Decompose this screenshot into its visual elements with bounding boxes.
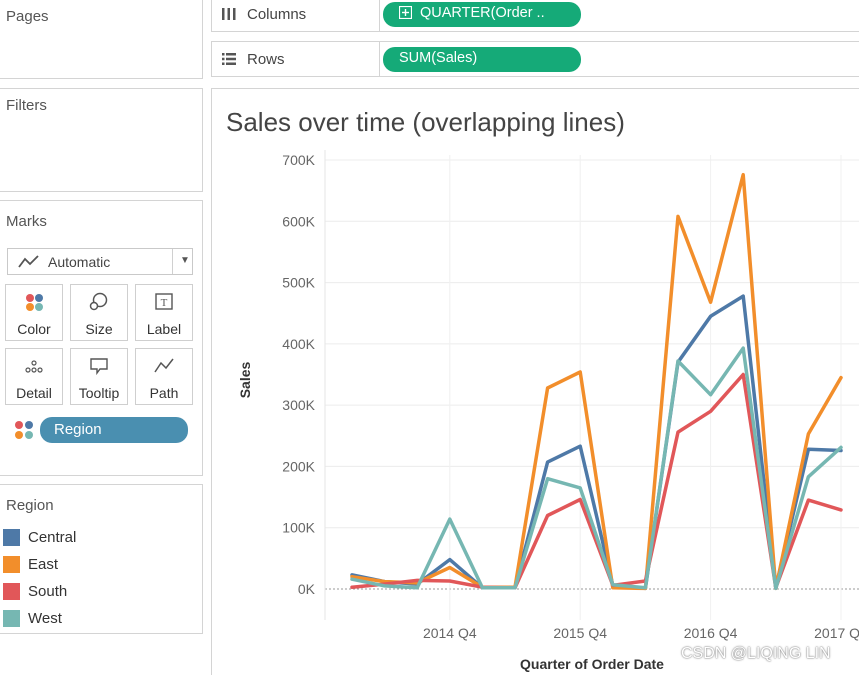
detail-icon xyxy=(6,356,62,376)
x-tick-label: 2017 Q4 xyxy=(814,625,859,641)
label-button-label: Label xyxy=(146,321,182,337)
columns-label: Columns xyxy=(247,6,307,23)
legend-swatch xyxy=(3,610,20,627)
x-tick-label: 2015 Q4 xyxy=(553,625,607,641)
chevron-down-icon[interactable]: ▼ xyxy=(180,255,190,266)
quarter-order-date-pill[interactable]: QUARTER(Order .. xyxy=(383,2,581,27)
legend-swatch xyxy=(3,583,20,600)
y-tick-label: 700K xyxy=(282,152,315,168)
color-button-label: Color xyxy=(17,321,51,337)
rows-separator xyxy=(379,42,380,76)
path-button[interactable]: Path xyxy=(135,348,193,405)
legend-title: Region xyxy=(6,497,54,514)
legend-label: South xyxy=(28,583,68,600)
color-button[interactable]: Color xyxy=(5,284,63,341)
columns-separator xyxy=(379,0,380,31)
x-tick-label: 2016 Q4 xyxy=(684,625,738,641)
rows-shelf[interactable]: Rows SUM(Sales) xyxy=(211,41,859,77)
size-button[interactable]: Size xyxy=(70,284,128,341)
legend-label: Central xyxy=(28,529,77,546)
series-line-east xyxy=(350,172,843,591)
rows-label: Rows xyxy=(247,51,285,68)
filters-card[interactable]: Filters xyxy=(0,88,203,192)
x-tick-label: 2014 Q4 xyxy=(423,625,477,641)
legend-label: West xyxy=(28,610,62,627)
y-tick-label: 200K xyxy=(282,458,315,474)
path-button-label: Path xyxy=(149,385,179,401)
sum-sales-pill-label: SUM(Sales) xyxy=(399,50,478,66)
chart-title: Sales over time (overlapping lines) xyxy=(226,107,625,137)
mark-type-separator xyxy=(172,249,173,274)
legend-swatch xyxy=(3,556,20,573)
color-dots-icon xyxy=(14,420,36,445)
columns-shelf[interactable]: Columns QUARTER(Order .. xyxy=(211,0,859,32)
plus-box-icon[interactable] xyxy=(398,5,413,23)
svg-text:T: T xyxy=(161,297,168,309)
y-tick-label: 0K xyxy=(298,581,316,597)
marks-title: Marks xyxy=(6,213,47,230)
series-line-central xyxy=(350,294,843,591)
rows-icon xyxy=(221,52,237,71)
y-axis-title: Sales xyxy=(237,361,253,398)
detail-button[interactable]: Detail xyxy=(5,348,63,405)
y-tick-label: 600K xyxy=(282,213,315,229)
pages-card[interactable]: Pages xyxy=(0,0,203,79)
legend-swatch xyxy=(3,529,20,546)
y-tick-label: 300K xyxy=(282,397,315,413)
region-color-pill[interactable]: Region xyxy=(40,417,188,443)
quarter-pill-label: QUARTER(Order .. xyxy=(420,5,545,21)
pages-title: Pages xyxy=(6,8,49,25)
legend-label: East xyxy=(28,556,59,573)
color-dots-icon xyxy=(6,292,62,312)
filters-title: Filters xyxy=(6,97,47,114)
series-line-west xyxy=(350,346,843,591)
tooltip-button[interactable]: Tooltip xyxy=(70,348,128,405)
size-button-label: Size xyxy=(85,321,113,337)
path-icon xyxy=(136,356,192,376)
size-icon xyxy=(71,292,127,312)
detail-button-label: Detail xyxy=(16,385,52,401)
y-tick-label: 100K xyxy=(282,520,315,536)
line-mark-icon xyxy=(18,254,40,275)
y-tick-label: 500K xyxy=(282,275,315,291)
columns-icon xyxy=(221,7,237,26)
x-axis-title: Quarter of Order Date xyxy=(520,656,664,672)
tooltip-button-label: Tooltip xyxy=(78,385,120,401)
label-icon: T xyxy=(136,292,192,312)
tooltip-icon xyxy=(71,356,127,376)
watermark: CSDN @LIQING LIN xyxy=(681,645,831,662)
sum-sales-pill[interactable]: SUM(Sales) xyxy=(383,47,581,72)
label-button[interactable]: T Label xyxy=(135,284,193,341)
y-tick-label: 400K xyxy=(282,336,315,352)
mark-type-dropdown[interactable]: Automatic ▼ xyxy=(7,248,193,275)
mark-type-label: Automatic xyxy=(48,254,111,270)
region-legend-card: Region xyxy=(0,484,203,634)
